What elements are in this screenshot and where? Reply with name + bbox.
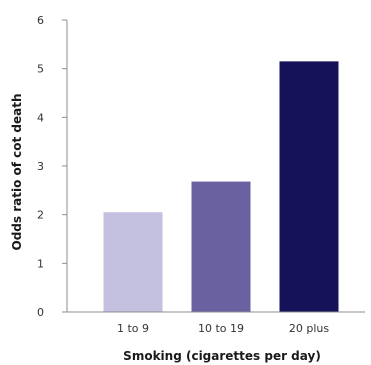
x-tick-label: 20 plus — [289, 322, 330, 335]
x-axis-title: Smoking (cigarettes per day) — [123, 349, 321, 363]
y-tick-label: 3 — [37, 160, 44, 173]
x-tick-label: 10 to 19 — [198, 322, 244, 335]
y-tick-label: 0 — [37, 306, 44, 319]
y-tick-label: 2 — [37, 209, 44, 222]
y-tick-label: 5 — [37, 63, 44, 76]
x-tick-label: 1 to 9 — [117, 322, 149, 335]
y-axis-ticks: 0 1 2 3 4 5 6 — [37, 14, 67, 319]
y-tick-label: 1 — [37, 257, 44, 270]
y-tick-label: 4 — [37, 111, 44, 124]
bar-1 — [103, 212, 163, 312]
bar-3 — [279, 61, 339, 312]
x-axis-ticks: 1 to 9 10 to 19 20 plus — [117, 322, 329, 335]
bars — [103, 61, 339, 312]
y-axis-title: Odds ratio of cot death — [10, 93, 24, 250]
bar-2 — [191, 181, 251, 312]
y-tick-label: 6 — [37, 14, 44, 27]
